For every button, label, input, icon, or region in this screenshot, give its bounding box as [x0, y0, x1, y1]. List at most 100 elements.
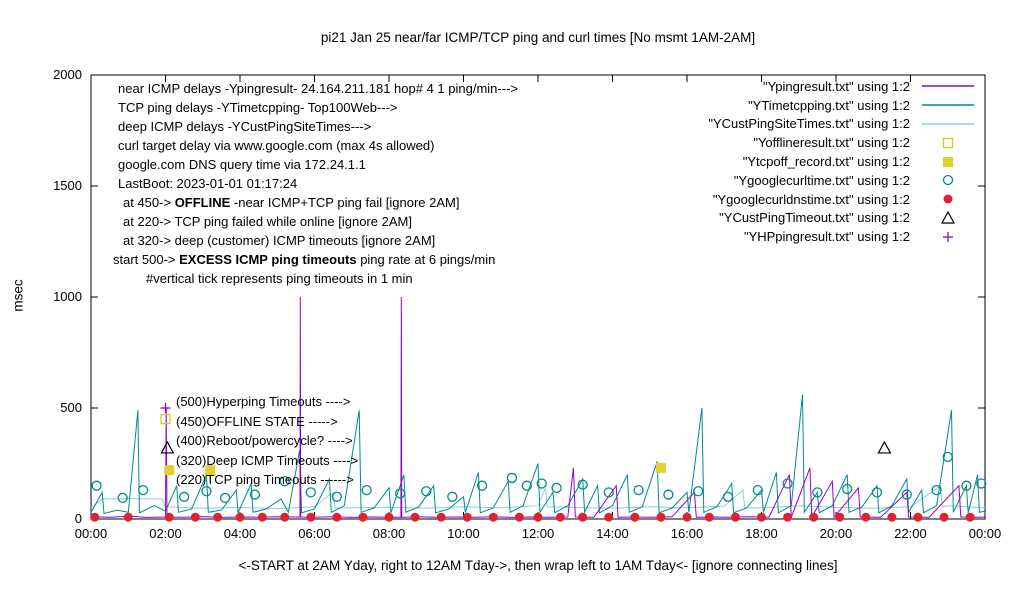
open-circle-marker — [577, 479, 588, 490]
series-YHPpingresult.txt — [160, 403, 171, 413]
filled-circle-marker — [257, 512, 267, 522]
info-line-text: curl target delay via www.google.com (ma… — [118, 138, 435, 153]
plus-legend-sample — [943, 231, 953, 242]
y-tick-label: 2000 — [53, 67, 82, 82]
open-circle-marker — [603, 487, 614, 498]
info-line-text: start 500-> — [113, 252, 180, 267]
info-line: curl target delay via www.google.com (ma… — [118, 136, 518, 155]
info-annotation-block: near ICMP delays -Ypingresult- 24.164.21… — [113, 79, 518, 288]
filled-circle-marker — [123, 512, 133, 522]
open-square-marker — [942, 137, 954, 148]
y-tick-label: 1500 — [53, 178, 82, 193]
filled-circle-marker — [887, 512, 897, 522]
open-circle-marker — [782, 478, 793, 489]
y-tick-label: 1000 — [53, 289, 82, 304]
open-circle-marker — [249, 489, 261, 500]
filled-circle-marker — [280, 512, 290, 522]
filled-circle-marker — [757, 512, 766, 522]
open-circle-marker — [137, 484, 149, 496]
info-line-text: ping rate at 6 pings/min — [356, 252, 496, 267]
filled-circle-marker — [410, 512, 420, 522]
info-line: start 500-> EXCESS ICMP ping timeouts pi… — [113, 250, 518, 269]
filled-circle-marker — [235, 512, 245, 522]
filled-circle-marker — [913, 512, 923, 522]
open-circle-marker — [901, 489, 912, 500]
info-line: deep ICMP delays -YCustPingSiteTimes---> — [118, 117, 518, 136]
callout-line: (400)Reboot/powercycle? ----> — [176, 433, 353, 448]
x-tick-label: 20:00 — [820, 526, 853, 541]
line-legend-sample — [922, 85, 974, 88]
open-circle-marker — [305, 487, 316, 498]
open-triangle-marker — [877, 440, 892, 454]
info-line: at 450-> OFFLINE -near ICMP+TCP ping fai… — [123, 193, 518, 212]
open-circle-marker — [976, 478, 987, 489]
filled-circle-marker — [704, 512, 714, 522]
legend-label: "Ypingresult.txt" using 1:2 — [762, 78, 910, 94]
open-triangle-marker — [160, 440, 175, 454]
filled-circle-marker — [809, 512, 819, 522]
x-tick-label: 00:00 — [75, 526, 108, 541]
info-line: near ICMP delays -Ypingresult- 24.164.21… — [118, 79, 518, 98]
info-line-text: at 320-> deep (customer) ICMP timeouts [… — [123, 233, 436, 248]
filled-square-marker — [943, 156, 953, 167]
open-circle-legend-sample — [942, 175, 954, 186]
callout-line: (500)Hyperping Timeouts ----> — [176, 394, 351, 409]
open-circle-marker — [279, 476, 290, 487]
open-circle-marker — [942, 451, 953, 462]
info-line-text: at 450-> — [123, 195, 175, 210]
y-tick-label: 0 — [75, 511, 82, 526]
x-tick-label: 00:00 — [969, 526, 1002, 541]
line-legend-sample — [922, 104, 974, 106]
open-circle-marker — [633, 484, 644, 496]
filled-circle-marker — [90, 512, 100, 522]
filled-circle-marker — [164, 512, 174, 522]
x-tick-label: 12:00 — [522, 526, 555, 541]
filled-circle-marker — [965, 512, 975, 522]
x-tick-label: 08:00 — [373, 526, 406, 541]
open-circle-marker — [117, 492, 128, 504]
open-circle-marker — [722, 491, 734, 502]
legend-item: "Ytcpoff_record.txt" using 1:2 — [708, 152, 978, 171]
line-legend-sample — [922, 123, 974, 125]
legend-label: "YCustPingSiteTimes.txt" using 1:2 — [708, 116, 910, 132]
filled-circle-marker — [939, 512, 949, 522]
filled-square-marker — [205, 465, 216, 476]
info-line: at 220-> TCP ping failed while online [i… — [123, 212, 518, 231]
x-tick-label: 02:00 — [149, 526, 182, 541]
y-tick-label: 500 — [60, 400, 82, 415]
filled-circle-marker — [488, 512, 498, 522]
callout-line: (320)Deep ICMP Timeouts ----> — [176, 452, 359, 468]
info-line: #vertical tick represents ping timeouts … — [146, 269, 518, 288]
legend-item: "YCustPingTimeout.txt" using 1:2 — [708, 209, 978, 228]
open-circle-marker — [942, 175, 954, 186]
legend-label: "Yofflineresult.txt" using 1:2 — [753, 135, 910, 151]
legend-item: "YTimetcpping.txt" using 1:2 — [708, 96, 978, 115]
open-square-marker — [160, 413, 171, 425]
open-circle-marker — [361, 484, 372, 496]
info-line: at 320-> deep (customer) ICMP timeouts [… — [123, 231, 518, 250]
open-circle-marker — [663, 489, 674, 500]
open-circle-marker — [931, 484, 942, 496]
info-line-text: deep ICMP delays -YCustPingSiteTimes---> — [118, 119, 372, 134]
open-circle-marker — [476, 480, 488, 491]
filled-circle-marker — [533, 512, 543, 522]
filled-circle-marker — [190, 512, 200, 522]
x-tick-label: 10:00 — [447, 526, 480, 541]
filled-circle-marker — [835, 512, 845, 522]
callout-line: (450)OFFLINE STATE -----> — [176, 413, 338, 429]
open-circle-marker — [812, 487, 823, 498]
filled-square-legend-sample — [943, 156, 953, 167]
filled-circle-marker — [604, 512, 614, 522]
open-circle-marker — [506, 472, 518, 484]
open-square-legend-sample — [942, 137, 954, 148]
filled-square-marker — [164, 465, 175, 476]
filled-circle-marker — [384, 512, 394, 522]
open-circle-marker — [201, 486, 212, 497]
open-circle-marker — [871, 487, 883, 498]
open-circle-marker — [91, 480, 102, 491]
legend-item: "YCustPingSiteTimes.txt" using 1:2 — [708, 115, 978, 134]
x-tick-label: 06:00 — [298, 526, 331, 541]
filled-circle-marker — [630, 512, 640, 522]
open-circle-marker — [752, 484, 763, 496]
open-circle-marker — [178, 491, 190, 502]
